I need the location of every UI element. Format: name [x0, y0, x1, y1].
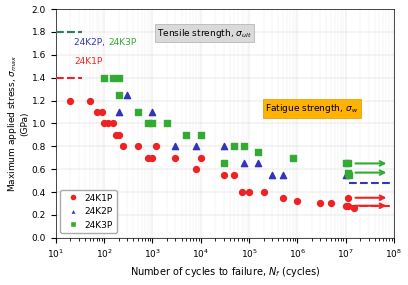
- Text: 24K1P: 24K1P: [74, 57, 103, 66]
- Point: [135, 144, 141, 148]
- Text: 24K2P,: 24K2P,: [74, 38, 108, 47]
- Point: [149, 110, 156, 114]
- Point: [231, 144, 238, 148]
- Point: [254, 150, 261, 154]
- Point: [246, 190, 252, 194]
- Point: [342, 173, 349, 177]
- Point: [164, 121, 170, 126]
- Point: [344, 170, 351, 175]
- Point: [344, 196, 351, 200]
- Point: [220, 161, 227, 166]
- Point: [93, 110, 100, 114]
- Point: [241, 161, 248, 166]
- Point: [105, 121, 111, 126]
- Text: Fatigue strength, $\sigma_w$: Fatigue strength, $\sigma_w$: [266, 102, 359, 115]
- Point: [279, 173, 286, 177]
- Point: [342, 203, 349, 208]
- Point: [149, 121, 156, 126]
- Point: [99, 110, 105, 114]
- Point: [344, 203, 351, 208]
- Point: [328, 201, 335, 206]
- Text: Tensile strength, $\sigma_{ult}$: Tensile strength, $\sigma_{ult}$: [157, 27, 252, 40]
- Point: [183, 133, 189, 137]
- Point: [197, 155, 204, 160]
- Point: [172, 144, 179, 148]
- Point: [135, 110, 141, 114]
- Point: [115, 133, 122, 137]
- Point: [86, 98, 93, 103]
- Point: [115, 93, 122, 97]
- Point: [193, 167, 200, 172]
- Point: [144, 155, 151, 160]
- Point: [220, 173, 227, 177]
- Point: [115, 76, 122, 80]
- Point: [231, 173, 238, 177]
- Point: [197, 133, 204, 137]
- Point: [101, 121, 107, 126]
- Point: [342, 161, 349, 166]
- Point: [120, 144, 126, 148]
- Point: [124, 93, 131, 97]
- Point: [115, 110, 122, 114]
- Point: [294, 199, 301, 203]
- Point: [346, 173, 353, 177]
- Point: [172, 155, 179, 160]
- Point: [153, 144, 160, 148]
- Point: [238, 190, 245, 194]
- Point: [344, 161, 351, 166]
- Legend: 24K1P, 24K2P, 24K3P: 24K1P, 24K2P, 24K3P: [60, 190, 117, 233]
- Point: [269, 173, 275, 177]
- Point: [149, 155, 156, 160]
- Point: [317, 201, 324, 206]
- Point: [260, 190, 267, 194]
- Point: [351, 206, 357, 210]
- Point: [101, 76, 107, 80]
- Point: [193, 144, 200, 148]
- Y-axis label: Maximum applied stress, $\sigma_{max}$
(GPa): Maximum applied stress, $\sigma_{max}$ (…: [6, 55, 29, 192]
- Point: [67, 98, 73, 103]
- Point: [289, 155, 296, 160]
- Point: [109, 121, 116, 126]
- Point: [144, 121, 151, 126]
- Point: [254, 161, 261, 166]
- Point: [279, 196, 286, 200]
- Point: [109, 76, 116, 80]
- Point: [220, 144, 227, 148]
- X-axis label: Number of cycles to failure, $N_f$ (cycles): Number of cycles to failure, $N_f$ (cycl…: [130, 265, 320, 280]
- Text: 24K3P: 24K3P: [108, 38, 137, 47]
- Point: [241, 144, 248, 148]
- Point: [113, 133, 120, 137]
